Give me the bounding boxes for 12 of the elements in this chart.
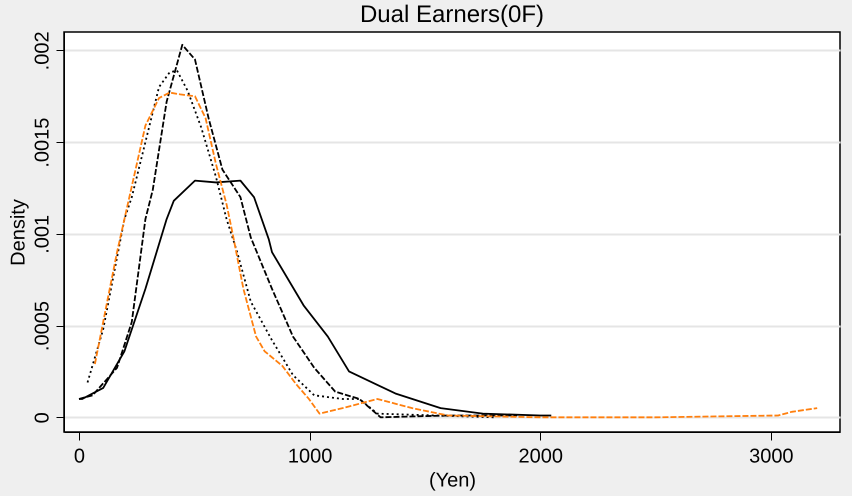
x-axis-title: (Yen) [428,470,476,492]
y-tick-label: 0 [32,412,54,424]
x-tick-label: 3000 [749,446,794,468]
x-tick-label: 1000 [288,446,332,468]
y-tick-label: .002 [32,31,54,70]
y-tick-label: .0015 [32,118,54,168]
y-axis-title: Density [8,199,30,266]
y-tick-label: .001 [32,214,54,254]
x-tick-label: 2000 [518,446,563,468]
chart-title: Dual Earners(0F) [360,0,544,28]
y-tick-label: .0005 [32,301,54,352]
x-tick-label: 0 [74,446,86,468]
